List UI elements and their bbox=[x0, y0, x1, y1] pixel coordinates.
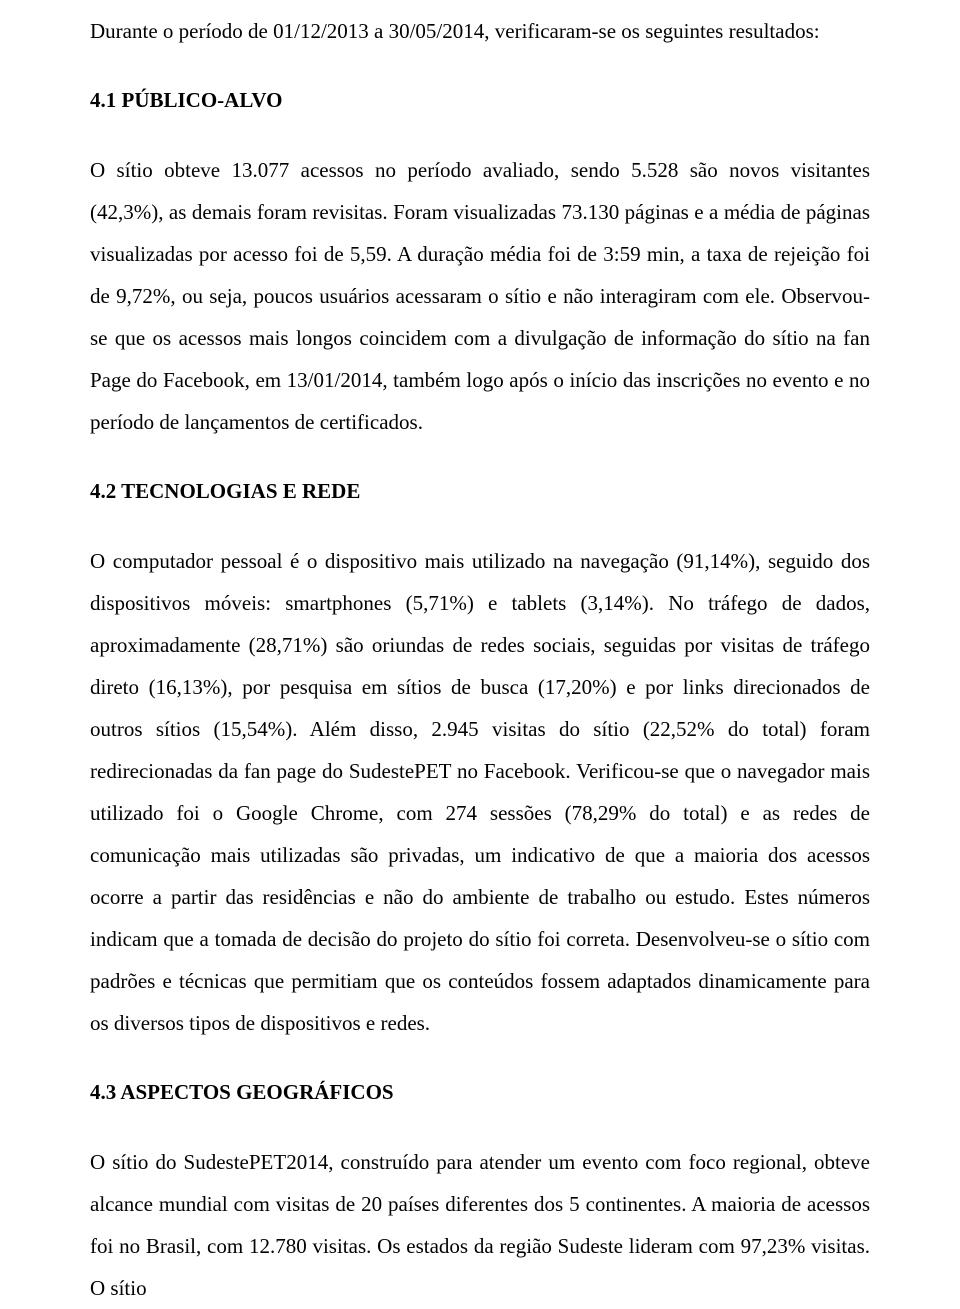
section-41-body: O sítio obteve 13.077 acessos no período… bbox=[90, 149, 870, 443]
section-42-body: O computador pessoal é o dispositivo mai… bbox=[90, 540, 870, 1044]
intro-paragraph: Durante o período de 01/12/2013 a 30/05/… bbox=[90, 10, 870, 52]
section-41-heading: 4.1 PÚBLICO-ALVO bbox=[90, 88, 870, 113]
section-43-body: O sítio do SudestePET2014, construído pa… bbox=[90, 1141, 870, 1309]
document-page: Durante o período de 01/12/2013 a 30/05/… bbox=[0, 0, 960, 1285]
section-42-heading: 4.2 TECNOLOGIAS E REDE bbox=[90, 479, 870, 504]
section-43-heading: 4.3 ASPECTOS GEOGRÁFICOS bbox=[90, 1080, 870, 1105]
